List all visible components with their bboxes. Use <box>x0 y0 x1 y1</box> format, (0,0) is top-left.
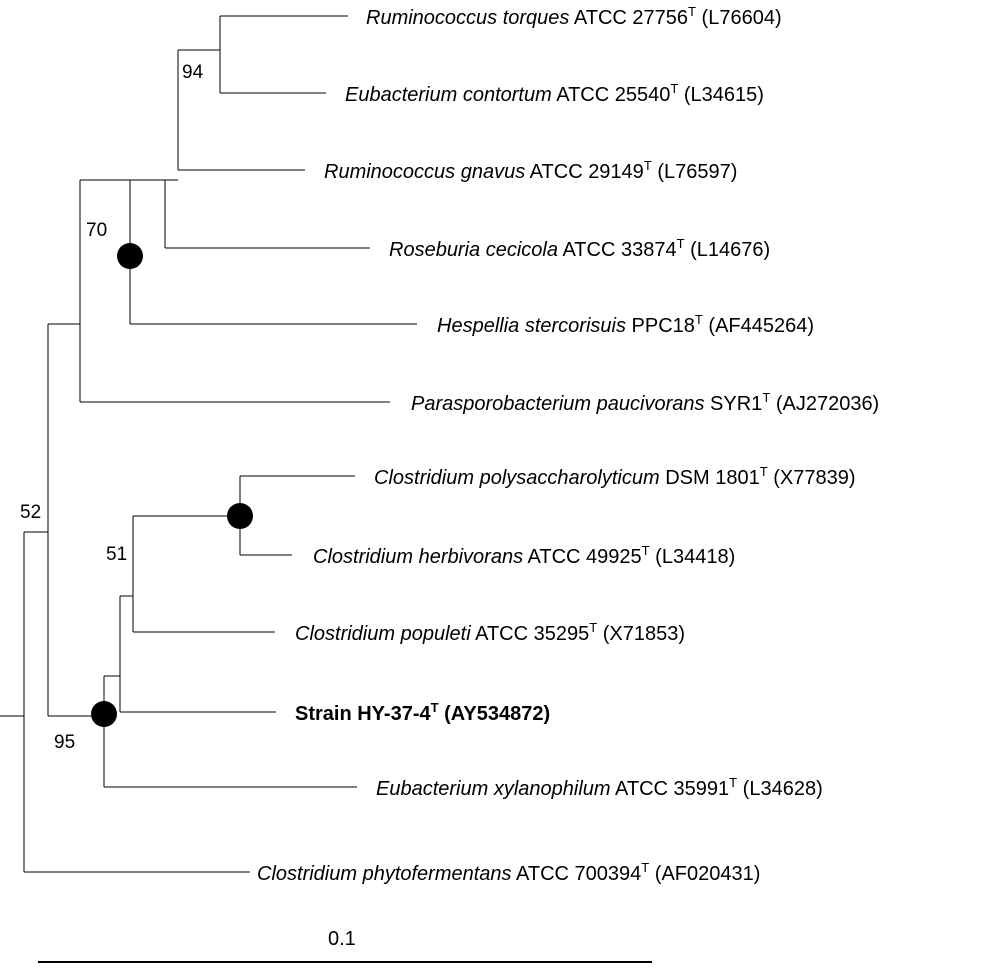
taxon-label: Eubacterium contortum ATCC 25540T (L3461… <box>345 81 764 106</box>
taxon-label-new-strain: Strain HY-37-4T (AY534872) <box>295 700 550 725</box>
taxon-label: Ruminococcus torques ATCC 27756T (L76604… <box>366 4 782 29</box>
bootstrap-70: 70 <box>86 220 107 241</box>
scale-bar-label: 0.1 <box>328 928 356 950</box>
node95-marker <box>91 701 117 727</box>
taxon-label: Hespellia stercorisuis PPC18T (AF445264) <box>437 312 814 337</box>
bootstrap-95: 95 <box>54 732 75 753</box>
node70-marker <box>117 243 143 269</box>
taxon-label: Clostridium phytofermentans ATCC 700394T… <box>257 860 760 885</box>
bootstrap-52: 52 <box>20 502 41 523</box>
taxon-label: Roseburia cecicola ATCC 33874T (L14676) <box>389 236 770 261</box>
taxon-label: Clostridium populeti ATCC 35295T (X71853… <box>295 620 685 645</box>
taxon-label: Ruminococcus gnavus ATCC 29149T (L76597) <box>324 158 737 183</box>
taxon-label: Eubacterium xylanophilum ATCC 35991T (L3… <box>376 775 823 800</box>
taxon-label: Clostridium herbivorans ATCC 49925T (L34… <box>313 543 735 568</box>
taxon-label: Clostridium polysaccharolyticum DSM 1801… <box>374 464 856 489</box>
bootstrap-51: 51 <box>106 544 127 565</box>
bootstrap-94: 94 <box>182 62 204 83</box>
taxon-label: Parasporobacterium paucivorans SYR1T (AJ… <box>411 390 879 415</box>
node-polysacch-marker <box>227 503 253 529</box>
